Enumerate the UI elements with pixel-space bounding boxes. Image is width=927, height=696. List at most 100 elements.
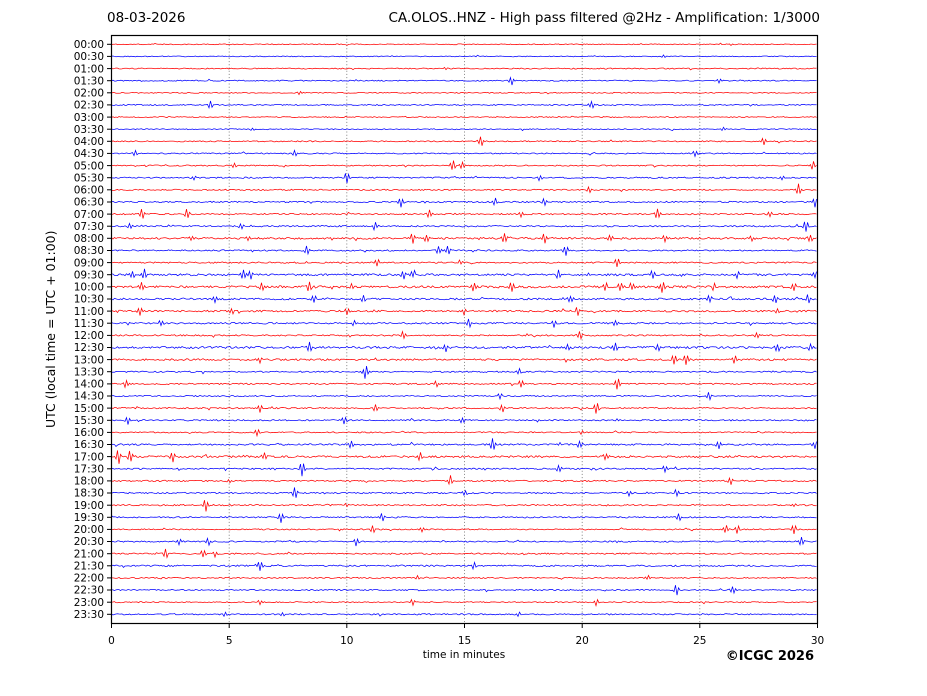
trace-05:00 xyxy=(111,160,817,170)
trace-19:00 xyxy=(111,500,817,512)
y-tick-label: 06:00 xyxy=(74,185,104,197)
y-tick-label: 21:00 xyxy=(74,548,104,560)
trace-14:30 xyxy=(111,392,817,402)
y-tick-label: 06:30 xyxy=(74,197,104,209)
y-tick-label: 09:00 xyxy=(74,257,104,269)
x-axis-label: time in minutes xyxy=(422,649,506,661)
y-tick-label: 04:00 xyxy=(74,136,104,148)
y-tick-label: 15:30 xyxy=(74,415,104,427)
trace-18:30 xyxy=(111,487,817,498)
trace-11:00 xyxy=(111,307,817,317)
trace-01:30 xyxy=(111,76,817,86)
trace-01:00 xyxy=(111,66,817,71)
y-tick-label: 03:00 xyxy=(74,112,104,124)
trace-23:00 xyxy=(111,598,817,608)
y-tick-label: 10:00 xyxy=(74,282,104,294)
y-tick-label: 20:00 xyxy=(74,524,104,536)
trace-10:00 xyxy=(111,281,817,293)
trace-09:00 xyxy=(111,258,817,268)
plot-title: CA.OLOS..HNZ - High pass filtered @2Hz -… xyxy=(388,10,820,26)
y-tick-label: 08:30 xyxy=(74,245,104,257)
trace-14:00 xyxy=(111,378,817,390)
y-tick-label: 08:00 xyxy=(74,233,104,245)
trace-07:00 xyxy=(111,208,817,219)
trace-11:30 xyxy=(111,318,817,329)
trace-02:30 xyxy=(111,99,817,110)
trace-13:00 xyxy=(111,354,817,365)
trace-21:00 xyxy=(111,548,817,559)
y-tick-label: 16:30 xyxy=(74,439,104,451)
trace-16:30 xyxy=(111,438,817,450)
trace-00:30 xyxy=(111,54,817,59)
y-tick-label: 17:00 xyxy=(74,451,104,463)
y-tick-label: 20:30 xyxy=(74,536,104,548)
trace-22:30 xyxy=(111,585,817,596)
trace-04:00 xyxy=(111,136,817,146)
y-tick-label: 07:30 xyxy=(74,221,104,233)
trace-21:30 xyxy=(111,560,817,571)
trace-15:00 xyxy=(111,403,817,414)
y-tick-label: 10:30 xyxy=(74,294,104,306)
y-tick-label: 23:00 xyxy=(74,597,104,609)
y-tick-label: 07:00 xyxy=(74,209,104,221)
trace-09:30 xyxy=(111,268,817,280)
x-tick-label: 20 xyxy=(576,635,589,647)
y-tick-label: 02:00 xyxy=(74,88,104,100)
y-tick-label: 17:30 xyxy=(74,464,104,476)
trace-13:30 xyxy=(111,366,817,379)
y-tick-label: 11:00 xyxy=(74,306,104,318)
trace-02:00 xyxy=(111,90,817,96)
x-tick-label: 25 xyxy=(693,635,706,647)
date-title: 08-03-2026 xyxy=(107,10,186,26)
y-tick-label: 18:00 xyxy=(74,476,104,488)
x-tick-label: 0 xyxy=(108,635,115,647)
y-tick-label: 11:30 xyxy=(74,318,104,330)
trace-00:00 xyxy=(111,42,817,46)
y-tick-label: 22:00 xyxy=(74,573,104,585)
y-tick-label: 19:00 xyxy=(74,500,104,512)
trace-20:00 xyxy=(111,524,817,534)
y-tick-label: 01:00 xyxy=(74,63,104,75)
trace-10:30 xyxy=(111,294,817,305)
y-tick-label: 04:30 xyxy=(74,148,104,160)
trace-12:30 xyxy=(111,341,817,353)
y-tick-label: 12:00 xyxy=(74,330,104,342)
trace-03:00 xyxy=(111,115,817,119)
x-tick-label: 30 xyxy=(811,635,824,647)
trace-05:30 xyxy=(111,172,817,184)
x-tick-label: 15 xyxy=(458,635,471,647)
y-tick-label: 22:30 xyxy=(74,585,104,597)
y-tick-label: 00:00 xyxy=(74,39,104,51)
y-tick-label: 21:30 xyxy=(74,561,104,573)
trace-23:30 xyxy=(111,611,817,618)
y-tick-label: 05:30 xyxy=(74,172,104,184)
trace-15:30 xyxy=(111,416,817,425)
y-tick-label: 01:30 xyxy=(74,75,104,87)
trace-06:30 xyxy=(111,197,817,208)
y-axis-label: UTC (local time = UTC + 01:00) xyxy=(43,230,58,428)
y-tick-label: 18:30 xyxy=(74,488,104,500)
trace-04:30 xyxy=(111,149,817,158)
y-tick-label: 00:30 xyxy=(74,51,104,63)
y-tick-label: 19:30 xyxy=(74,512,104,524)
trace-18:00 xyxy=(111,475,817,486)
y-tick-label: 16:00 xyxy=(74,427,104,439)
trace-17:30 xyxy=(111,463,817,477)
y-tick-label: 23:30 xyxy=(74,609,104,621)
y-tick-label: 09:30 xyxy=(74,269,104,281)
trace-22:00 xyxy=(111,574,817,580)
y-tick-label: 13:00 xyxy=(74,354,104,366)
trace-08:00 xyxy=(111,233,817,244)
y-tick-label: 02:30 xyxy=(74,100,104,112)
copyright: ©ICGC 2026 xyxy=(725,649,814,664)
trace-08:30 xyxy=(111,245,817,256)
y-tick-label: 15:00 xyxy=(74,403,104,415)
trace-17:00 xyxy=(111,450,817,464)
y-tick-label: 03:30 xyxy=(74,124,104,136)
trace-07:30 xyxy=(111,221,817,232)
y-tick-label: 05:00 xyxy=(74,160,104,172)
trace-06:00 xyxy=(111,183,817,194)
trace-16:00 xyxy=(111,428,817,438)
